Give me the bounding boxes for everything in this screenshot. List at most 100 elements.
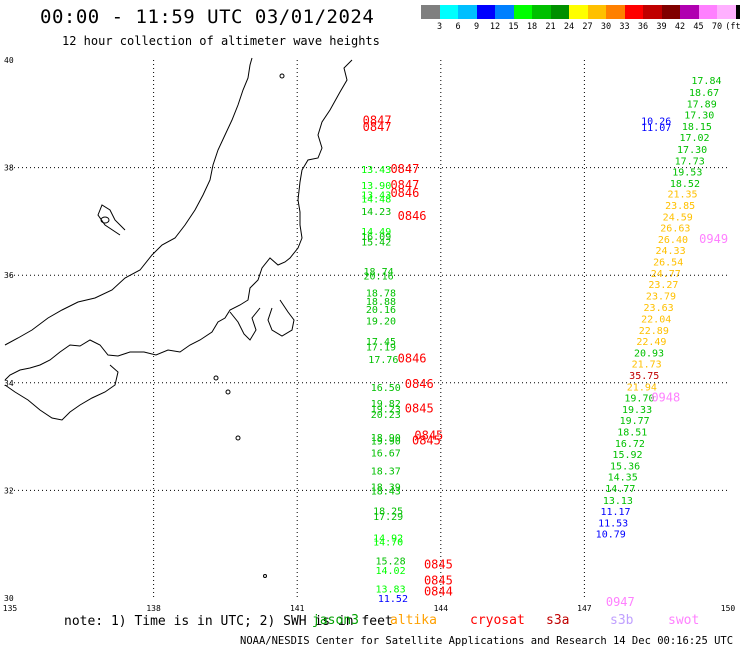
wave-height-label: 23.85	[665, 201, 695, 212]
color-scale-label: 45	[693, 22, 704, 32]
wave-height-label: 11.17	[600, 507, 630, 518]
lat-label: 32	[4, 486, 14, 495]
pass-time-label: 0845	[412, 434, 441, 448]
wave-height-label: 13.13	[603, 496, 633, 507]
wave-height-label: 21.94	[627, 382, 657, 393]
wave-height-label: 24.33	[656, 246, 686, 257]
wave-height-label: 23.63	[644, 303, 674, 314]
color-scale-label: (ft)	[725, 22, 740, 32]
wave-height-label: 13.90	[361, 181, 391, 192]
color-scale-label: 15	[508, 22, 519, 32]
color-swatch-5	[513, 5, 532, 19]
wave-height-label: 18.74	[364, 267, 394, 278]
color-scale-label: 27	[582, 22, 593, 32]
wave-height-label: 16.09	[361, 232, 391, 243]
wave-height-label: 19.53	[672, 168, 702, 179]
page-title: 00:00 - 11:59 UTC 03/01/2024	[40, 6, 375, 28]
lon-label: 135	[3, 604, 18, 613]
color-swatch-0	[421, 5, 440, 19]
legend-jason3: jason3	[312, 613, 359, 628]
lat-label: 34	[4, 379, 14, 388]
wave-height-label: 17.30	[677, 145, 707, 156]
sado-island	[100, 216, 110, 224]
wave-height-label: 20.16	[366, 305, 396, 316]
pass-time-label: 0847	[363, 120, 392, 134]
color-swatch-1	[439, 5, 458, 19]
color-swatch-3	[476, 5, 495, 19]
page-subtitle: 12 hour collection of altimeter wave hei…	[62, 34, 380, 48]
wave-height-label: 18.39	[371, 482, 401, 493]
wave-height-label: 14.23	[361, 207, 391, 218]
wave-height-label: 15.92	[612, 450, 642, 461]
pass-time-label: 0846	[390, 186, 419, 200]
wave-height-label: 23.27	[648, 280, 678, 291]
wave-height-label: 16.72	[615, 439, 645, 450]
wave-height-label: 18.67	[689, 88, 719, 99]
wave-height-label: 16.67	[371, 449, 401, 460]
island-5	[263, 574, 267, 578]
wave-height-label: 17.02	[679, 133, 709, 144]
credit-line: NOAA/NESDIS Center for Satellite Applica…	[240, 635, 740, 647]
color-scale-label: 30	[600, 22, 612, 32]
color-scale-label: 70	[711, 22, 723, 32]
wave-height-label: 24.77	[651, 269, 681, 280]
pass-time-label: 0947	[606, 595, 635, 609]
lon-label: 138	[146, 604, 161, 613]
color-scale-label: 39	[656, 22, 667, 32]
footnote: note: 1) Time is in UTC; 2) SWH is in fe…	[64, 614, 393, 629]
lat-label: 30	[4, 594, 14, 603]
color-scale-label: 36	[637, 22, 649, 32]
color-scale-label: 33	[619, 22, 630, 32]
legend-s3a: s3a	[546, 613, 570, 628]
honshu-coast	[4, 59, 353, 381]
color-scale-label: 9	[473, 22, 480, 32]
island-2	[213, 375, 219, 381]
wave-height-label: 18.52	[670, 179, 700, 190]
wave-height-label: 17.73	[675, 156, 705, 167]
wave-height-label: 14.77	[605, 484, 635, 495]
color-swatch-14	[680, 5, 699, 19]
pass-time-label: 0949	[699, 232, 728, 246]
wave-height-label: 14.92	[373, 534, 403, 545]
lat-lon-grid	[10, 60, 728, 598]
wave-height-label: 14.49	[361, 227, 391, 238]
wave-height-label: 17.89	[687, 99, 717, 110]
wave-height-label: 26.54	[653, 258, 683, 269]
island-4	[235, 435, 241, 441]
wave-height-label: 15.42	[361, 238, 391, 249]
wave-height-label: 20.93	[634, 348, 664, 359]
color-scale-label: 21	[545, 22, 556, 32]
legend-cryosat: cryosat	[470, 613, 525, 628]
color-swatch-16	[717, 5, 736, 19]
wave-height-label: 10.79	[596, 530, 626, 541]
wave-height-label: 14.02	[375, 566, 405, 577]
wave-height-label: 18.78	[366, 289, 396, 300]
pass-time-label: 0845	[424, 574, 453, 588]
wave-height-label: 20.23	[371, 410, 401, 421]
noto-peninsula	[97, 204, 126, 236]
wave-height-label: 19.70	[624, 394, 654, 405]
pass-time-label: 0847	[390, 162, 419, 176]
pass-time-label: 0846	[398, 351, 427, 365]
wave-height-label: 19.20	[366, 317, 396, 328]
izu-peninsula	[229, 307, 261, 341]
wave-height-label: 24.59	[663, 212, 693, 223]
wave-height-label: 18.51	[617, 428, 647, 439]
honshu-west-coast	[4, 57, 253, 346]
wave-height-label: 26.63	[660, 224, 690, 235]
wave-height-label: 19.90	[371, 437, 401, 448]
pass-time-label: 0846	[398, 209, 427, 223]
island-3	[225, 389, 231, 395]
wave-height-label: 14.70	[373, 537, 403, 548]
japan-coastline	[4, 57, 353, 578]
shikoku-coast	[4, 364, 119, 421]
wave-height-label: 10.26	[641, 117, 671, 128]
wave-height-label: 15.36	[610, 461, 640, 472]
wave-height-label: 13.43	[361, 165, 391, 176]
color-swatch-4	[495, 5, 514, 19]
wave-height-label: 15.28	[375, 557, 405, 568]
wave-height-label: 17.30	[684, 111, 714, 122]
